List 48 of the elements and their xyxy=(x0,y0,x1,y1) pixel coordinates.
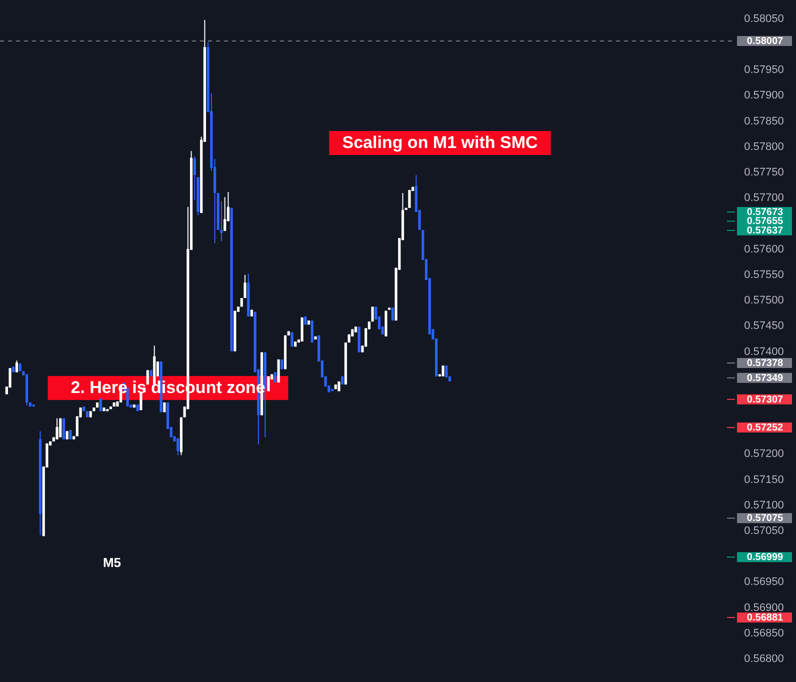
y-tick-label: 0.57900 xyxy=(744,90,784,102)
candlestick xyxy=(244,274,246,298)
candlestick xyxy=(62,418,66,440)
y-tick-label: 0.57950 xyxy=(744,64,784,76)
ref-line-label: 0.57637 xyxy=(746,225,784,236)
ref-line-label: 0.57307 xyxy=(746,394,784,406)
y-tick-label: 0.57200 xyxy=(744,448,784,460)
y-tick-label: 0.57600 xyxy=(744,243,784,256)
candlestick xyxy=(224,196,226,232)
y-tick-label: 0.57400 xyxy=(744,346,784,358)
ref-line-label: 0.57673 xyxy=(746,206,784,218)
candlestick xyxy=(59,418,62,438)
ref-line-label: 0.56999 xyxy=(746,552,784,564)
ref-line-label: 0.57075 xyxy=(746,513,784,524)
y-tick-label: 0.57450 xyxy=(744,320,784,332)
candlestick xyxy=(274,372,276,383)
candlestick xyxy=(69,430,72,440)
candlestick xyxy=(56,418,58,440)
y-tick-label: 0.56950 xyxy=(744,576,784,588)
candlestick xyxy=(176,438,180,456)
ref-line-label: 0.57655 xyxy=(746,216,784,228)
ref-line-label: 0.58007 xyxy=(746,36,784,47)
ref-line-label: 0.57349 xyxy=(746,372,784,384)
y-tick-label: 0.57550 xyxy=(744,268,784,281)
annotation: M5 xyxy=(102,555,122,570)
y-tick-label: 0.57750 xyxy=(744,166,784,179)
ref-line-label: 0.56881 xyxy=(746,612,784,624)
y-tick-label: 0.57850 xyxy=(744,115,784,128)
candlestick xyxy=(408,189,411,208)
candlestick xyxy=(442,365,444,377)
ref-line-label: 0.57252 xyxy=(746,422,784,434)
y-tick-label: 0.58050 xyxy=(744,12,784,25)
candlestick xyxy=(310,320,314,344)
candlestick xyxy=(391,307,394,322)
candlestick xyxy=(445,365,448,378)
y-tick-label: 0.57150 xyxy=(744,474,784,486)
candlestick xyxy=(277,358,280,383)
y-tick-label: 0.56850 xyxy=(744,627,784,640)
y-tick-label: 0.57050 xyxy=(744,524,784,537)
y-tick-label: 0.57800 xyxy=(744,140,784,153)
y-tick-label: 0.57500 xyxy=(744,294,784,307)
candlestick xyxy=(371,306,374,322)
y-tick-label: 0.56800 xyxy=(744,652,784,665)
y-tick-label: 0.57100 xyxy=(744,499,784,512)
annotation: Scaling on M1 with SMC xyxy=(342,133,538,152)
y-tick-label: 0.57700 xyxy=(744,192,784,204)
y-tick-label: 0.56900 xyxy=(744,602,784,614)
ref-line-label: 0.57378 xyxy=(746,358,784,370)
